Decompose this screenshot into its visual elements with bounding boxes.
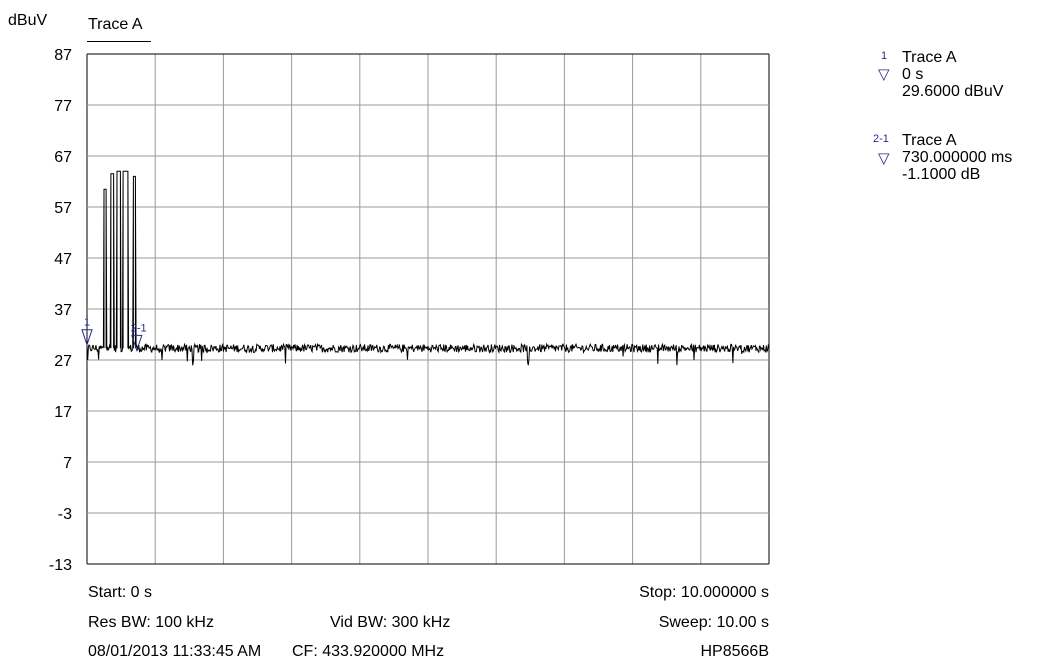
marker-1-label: 1 [84, 317, 90, 329]
y-tick-label: 87 [54, 47, 72, 64]
res-bw-label: Res BW: 100 kHz [88, 614, 214, 631]
marker-2-trace: Trace A [902, 132, 957, 149]
y-tick-label: -13 [49, 557, 72, 574]
marker-2-x-value: 730.000000 ms [902, 149, 1013, 166]
marker-2-1-label: 2-1 [131, 322, 147, 334]
instrument-label: HP8566B [700, 643, 770, 660]
markers: 1 2-1 [81, 317, 147, 352]
marker-1-triangle-icon: ▽ [878, 66, 890, 83]
grid: 87 77 67 57 47 37 27 17 7 -3 -13 [49, 47, 770, 574]
start-label: Start: 0 s [88, 584, 153, 601]
marker-2-number: 2-1 [873, 133, 889, 145]
y-tick-label: 7 [63, 455, 72, 472]
center-frequency-label: CF: 433.920000 MHz [292, 643, 445, 660]
marker-2-y-value: -1.1000 dB [902, 166, 981, 183]
marker-2-1-symbol [131, 334, 143, 352]
y-tick-label: 67 [54, 149, 72, 166]
y-tick-label: 57 [54, 200, 72, 217]
marker-1-symbol [81, 329, 93, 347]
y-tick-label: 27 [54, 353, 72, 370]
y-tick-label: 37 [54, 302, 72, 319]
y-tick-label: 77 [54, 98, 72, 115]
stop-label: Stop: 10.000000 s [639, 584, 769, 601]
y-axis-unit-label: dBuV [8, 12, 48, 29]
title-underline [87, 41, 151, 42]
y-tick-label: 17 [54, 404, 72, 421]
vid-bw-label: Vid BW: 300 kHz [330, 614, 451, 631]
marker-1-x-value: 0 s [902, 66, 924, 83]
sweep-label: Sweep: 10.00 s [658, 614, 769, 631]
y-tick-label: -3 [58, 506, 72, 523]
y-tick-label: 47 [54, 251, 72, 268]
marker-1-trace: Trace A [902, 49, 957, 66]
marker-1-y-value: 29.6000 dBuV [902, 83, 1004, 100]
trace-a-line [86, 170, 770, 366]
marker-1-number: 1 [881, 50, 888, 62]
datetime-label: 08/01/2013 11:33:45 AM [88, 643, 262, 660]
marker-2-triangle-icon: ▽ [878, 150, 890, 167]
chart-title: Trace A [88, 16, 143, 33]
